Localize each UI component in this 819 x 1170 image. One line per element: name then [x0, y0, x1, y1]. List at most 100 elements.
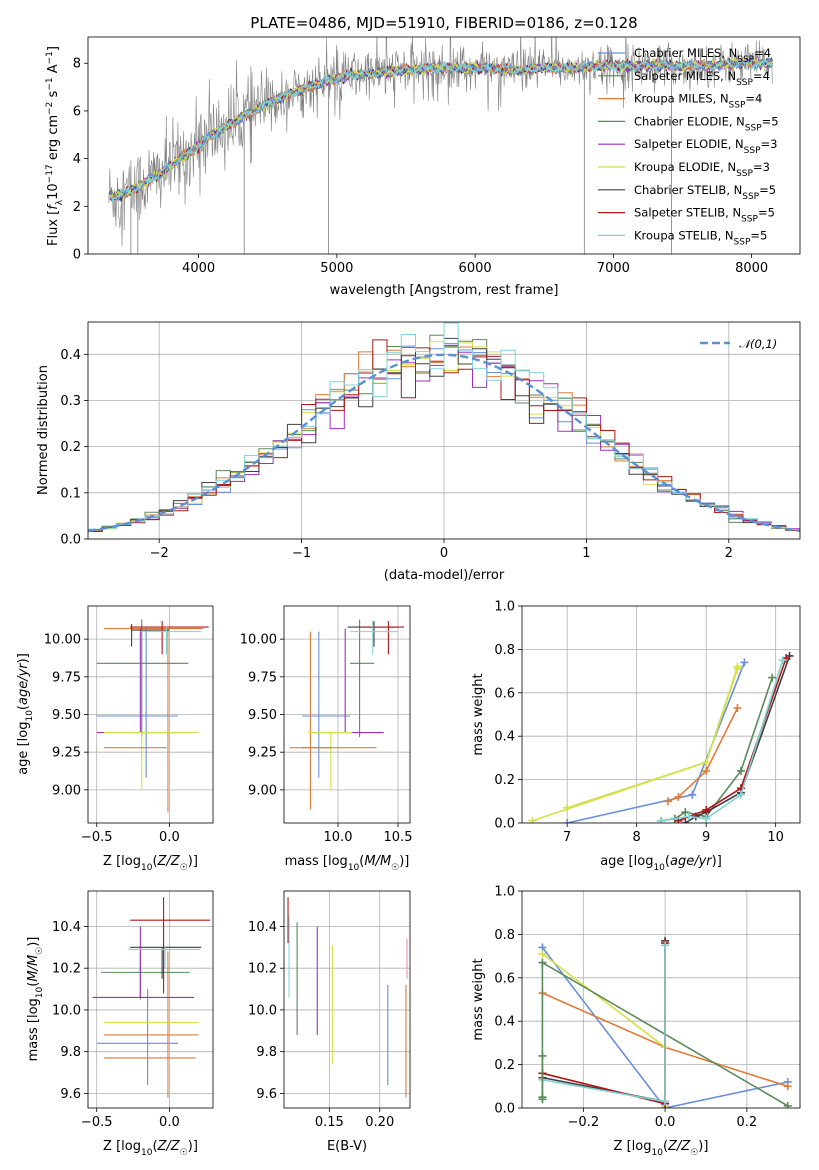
x-axis-label: mass [log10(M/M☉)] [285, 854, 410, 873]
weight-marker [733, 703, 742, 712]
plot-area [88, 322, 800, 539]
x-tick-label: 4000 [182, 261, 215, 276]
weight-marker [663, 797, 672, 806]
plot-area [88, 891, 213, 1108]
axes-frame [521, 605, 801, 824]
x-tick-label: 0.0 [655, 1115, 676, 1130]
weight-marker [702, 814, 711, 823]
plot-area [108, 37, 773, 254]
weight-marker [538, 1051, 547, 1060]
x-tick-label: 2 [725, 546, 733, 561]
y-tick-label: 0.0 [494, 1102, 515, 1117]
x-tick-label: 0.20 [365, 1115, 394, 1130]
x-tick-label: 0.2 [737, 1115, 758, 1130]
weight-marker [740, 658, 749, 667]
y-tick-label: 9.75 [52, 670, 81, 685]
y-tick-label: 0.2 [494, 773, 515, 788]
x-tick-label: 6000 [459, 261, 492, 276]
x-tick-label: −2 [150, 546, 169, 561]
y-tick-label: 0.4 [494, 1015, 515, 1030]
weight-marker [702, 766, 711, 775]
x-tick-label: 10.5 [384, 830, 413, 845]
mass-age-axes: 10.0 10.5 9.00 9.25 9.50 9.75 10.00 mass [log10… [240, 605, 413, 873]
weight-marker [528, 816, 537, 823]
weight-line [667, 707, 739, 803]
weight-marker [783, 1082, 792, 1091]
weight-line [566, 666, 739, 809]
plot-area [522, 606, 800, 823]
axes-frame [87, 605, 214, 824]
y-tick-label: 0.3 [60, 394, 81, 409]
weight-marker [736, 766, 745, 775]
y-tick-label: 0.0 [60, 533, 81, 548]
x-tick-label: 0.0 [159, 830, 180, 845]
y-tick-label: 10.00 [240, 633, 277, 648]
weight-line [541, 946, 788, 1108]
x-tick-label: 1 [582, 546, 590, 561]
x-axis-label: age [log10(age/yr)] [600, 854, 722, 873]
axes-frame [283, 605, 411, 824]
y-tick-label: 9.75 [248, 670, 277, 685]
y-tick-label: 10.0 [52, 1003, 81, 1018]
x-axis-label: Z [log10(Z/Z☉)] [614, 1139, 709, 1158]
axes-frame [87, 36, 801, 255]
x-axis-label: E(B-V) [327, 1139, 367, 1154]
y-tick-label: 1.0 [494, 885, 515, 900]
legend-label: 𝒩(0,1) [739, 337, 777, 351]
y-tick-label: 0.6 [494, 686, 515, 701]
model-line [108, 56, 773, 202]
x-tick-label: −0.2 [568, 1115, 600, 1130]
y-tick-label: 9.00 [248, 783, 277, 798]
x-tick-label: −1 [292, 546, 311, 561]
y-tick-label: 0.0 [494, 817, 515, 832]
y-tick-label: 9.6 [256, 1087, 277, 1102]
axes-frame [283, 890, 411, 1109]
y-tick-label: 6 [73, 104, 81, 119]
y-tick-label: 10.2 [52, 962, 81, 977]
weight-marker [778, 656, 787, 665]
y-tick-label: 8 [73, 57, 81, 72]
model-line [108, 58, 773, 203]
y-tick-label: 9.50 [52, 708, 81, 723]
y-tick-label: 9.00 [52, 783, 81, 798]
y-tick-label: 1.0 [494, 600, 515, 615]
histogram-step [88, 322, 800, 532]
x-tick-label: −0.5 [81, 1115, 113, 1130]
y-tick-label: 0.1 [60, 486, 81, 501]
legend-label: Salpeter ELODIE, NSSP=3 [634, 137, 777, 156]
z-mass-axes: −0.5 0.0 9.6 9.8 10.0 10.2 10.4 Z [log10(Z/Z☉)]… [26, 890, 214, 1158]
y-tick-label: 0.6 [494, 971, 515, 986]
x-axis-label: Z [log10(Z/Z☉)] [103, 1139, 198, 1158]
weight-marker [661, 941, 670, 950]
y-tick-label: 9.50 [248, 708, 277, 723]
x-tick-label: 10.0 [324, 830, 353, 845]
weight-marker [563, 819, 572, 823]
y-tick-label: 10.4 [248, 920, 277, 935]
legend-label: Chabrier STELIB, NSSP=5 [634, 183, 776, 202]
y-tick-label: 10.00 [44, 633, 81, 648]
weight-marker [538, 1093, 547, 1102]
weight-marker [538, 958, 547, 967]
x-tick-label: 8000 [735, 261, 768, 276]
y-tick-label: 10.0 [248, 1003, 277, 1018]
x-tick-label: 5000 [320, 261, 353, 276]
chart-title: PLATE=0486, MJD=51910, FIBERID=0186, z=0… [250, 14, 637, 32]
y-tick-label: 0.8 [494, 928, 515, 943]
weight-marker [681, 819, 690, 823]
x-tick-label: 0.15 [315, 1115, 344, 1130]
x-tick-label: 10 [767, 830, 784, 845]
plot-area [284, 891, 410, 1108]
legend-label: Chabrier MILES, NSSP=4 [634, 46, 771, 65]
y-tick-label: 2 [73, 200, 81, 215]
weight-marker [768, 673, 777, 682]
plot-area [522, 891, 800, 1108]
y-axis-label: Flux [fλ10−17 erg cm−2 s−1 A−1] [45, 46, 65, 246]
y-tick-label: 9.25 [248, 746, 277, 761]
x-axis-label: (data-model)/error [384, 568, 505, 583]
weight-marker [674, 792, 683, 801]
y-axis-label: mass [log10(M/M☉)] [26, 937, 45, 1062]
y-axis-label: age [log10(age/yr)] [16, 653, 35, 775]
legend-label: Kroupa ELODIE, NSSP=3 [634, 160, 770, 179]
weight-marker [538, 949, 547, 958]
